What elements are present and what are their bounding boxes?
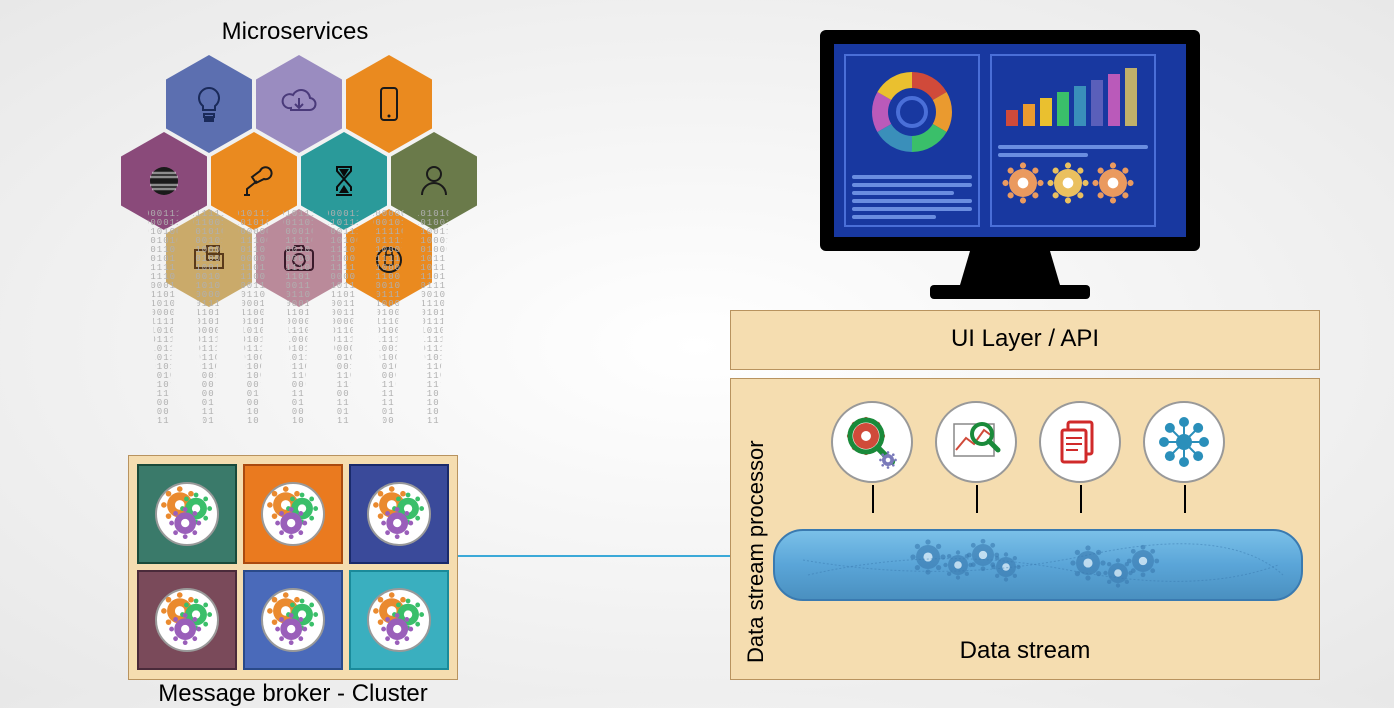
binary-cone: 101010 101001 110011 110001 101000 01011…: [414, 210, 452, 450]
message-broker-label: Message broker - Cluster: [129, 680, 457, 708]
binary-cone: 000011 110111 000111 110100 111101 11100…: [324, 210, 362, 450]
data-stream-processor-box: Data stream processor Data stream: [730, 378, 1320, 680]
data-stream-pipe: [773, 529, 1303, 601]
phone-icon: [369, 84, 409, 124]
donut-chart-panel: [844, 54, 980, 227]
processor-hub: [1143, 401, 1225, 483]
gear-cluster-icon: [155, 588, 219, 652]
pipe-gears-icon: [788, 535, 1288, 595]
broker-cell: [243, 464, 343, 564]
bar-chart: [998, 62, 1148, 132]
broker-cell: [349, 570, 449, 670]
hourglass-icon: [324, 161, 364, 201]
data-stream-label: Data stream: [731, 637, 1319, 665]
broker-to-stream-connector: [458, 555, 740, 557]
ui-layer-box: UI Layer / API: [730, 310, 1320, 370]
microservices-title: Microservices: [120, 18, 470, 46]
globe-icon: [144, 161, 184, 201]
processor-documents: [1039, 401, 1121, 483]
binary-cone: 010111 101010 000000 111100 101101 00000…: [234, 210, 272, 450]
monitor-stand: [820, 251, 1200, 311]
binary-cone: 111111 011001 101010 100101 110000 10100…: [189, 210, 227, 450]
gear-cluster-icon: [367, 588, 431, 652]
lightbulb-icon: [189, 84, 229, 124]
broker-cell: [137, 464, 237, 564]
broker-cell: [137, 570, 237, 670]
gear-cluster-icon: [367, 482, 431, 546]
gear-cluster-icon: [261, 482, 325, 546]
cloud-download-icon: [279, 84, 319, 124]
binary-cone: 000111 000011 010100 001010 001101 10101…: [144, 210, 182, 450]
processor-circles: [831, 401, 1225, 483]
ui-layer-label: UI Layer / API: [731, 311, 1319, 353]
message-broker-box: Message broker - Cluster: [128, 455, 458, 680]
donut-chart: [852, 62, 972, 162]
gear-cluster-icon: [261, 588, 325, 652]
broker-cell: [349, 464, 449, 564]
monitor-gears-icon: [998, 157, 1148, 207]
dashboard-monitor: [820, 30, 1200, 311]
lamp-icon: [234, 161, 274, 201]
broker-cell: [243, 570, 343, 670]
binary-cone: 010111 001101 100010 011110 000100 10000…: [279, 210, 317, 450]
text-lines-right: [998, 145, 1148, 157]
processor-magnifier-gear: [831, 401, 913, 483]
binary-cone: 100000 000101 111110 101111 110001 11111…: [369, 210, 407, 450]
user-icon: [414, 161, 454, 201]
processor-chart-magnifier: [935, 401, 1017, 483]
gear-cluster-icon: [155, 482, 219, 546]
bar-chart-panel: [990, 54, 1156, 227]
data-stream-processor-label: Data stream processor: [743, 440, 769, 663]
text-lines-left: [852, 175, 972, 219]
